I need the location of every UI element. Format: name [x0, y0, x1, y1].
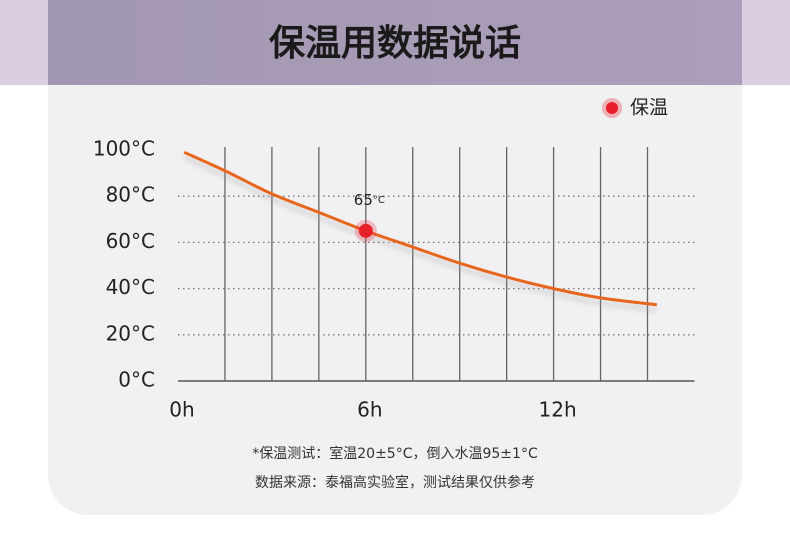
card [48, 0, 742, 515]
plot: 0°C 20°C 40°C 60°C 80°C 100°C 0h 6h 12h 保温 65°C [93, 97, 695, 422]
highlight-point [358, 223, 373, 238]
legend-marker [606, 102, 618, 114]
series-line [183, 150, 658, 307]
y-tick-label: 100°C [93, 137, 155, 161]
y-tick-label: 20°C [106, 321, 155, 345]
x-tick-label: 0h [169, 398, 194, 422]
highlight-label: 65°C [354, 190, 385, 208]
note: *保温测试：室温20±5°C，倒入水温95±1°C [252, 445, 538, 462]
highlight-value: 65 [354, 190, 373, 208]
title: 保温用数据说话 [269, 23, 521, 64]
x-tick-label: 12h [539, 398, 577, 422]
y-tick-label: 0°C [118, 368, 155, 392]
x-tick-label: 6h [357, 398, 382, 422]
note: 数据来源：泰福高实验室，测试结果仅供参考 [255, 474, 535, 491]
y-tick-label: 60°C [106, 229, 155, 253]
y-tick-label: 80°C [106, 183, 155, 207]
legend-label: 保温 [630, 97, 668, 119]
header-band [48, 0, 742, 85]
y-tick-label: 40°C [106, 275, 155, 299]
highlight-unit: °C [373, 195, 385, 206]
